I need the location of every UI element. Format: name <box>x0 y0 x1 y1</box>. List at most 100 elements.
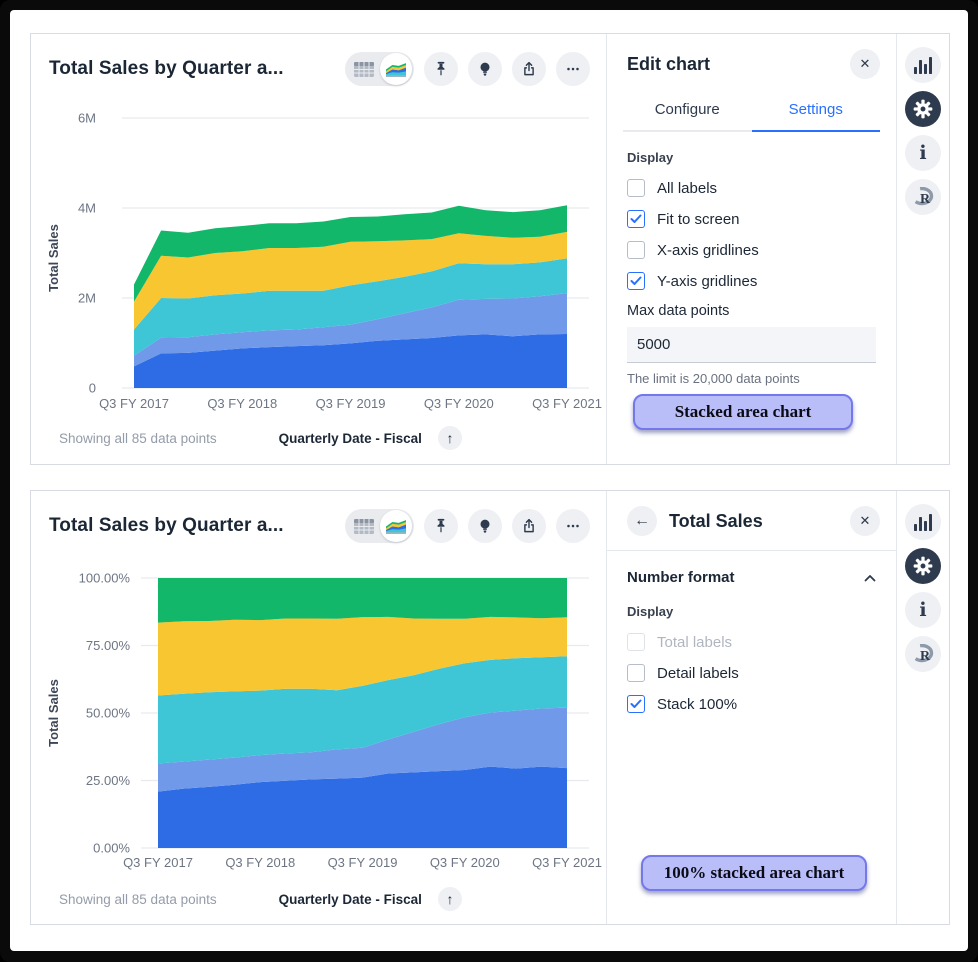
header-divider <box>607 550 896 551</box>
table-icon <box>353 518 374 534</box>
back-button[interactable]: ← <box>627 506 657 536</box>
r-logo-icon: R <box>911 644 934 664</box>
checkbox-label: Fit to screen <box>657 210 740 228</box>
bar-chart-icon <box>914 56 932 74</box>
total-sales-panel: ← Total Sales ✕ Number format Display To… <box>606 491 896 924</box>
x-field-sort-button[interactable]: ↑ <box>437 426 462 450</box>
checkbox-x-axis-gridlines[interactable]: X-axis gridlines <box>627 241 876 259</box>
edit-chart-tabs: Configure Settings <box>623 101 880 132</box>
y-tick-label: 0.00% <box>93 841 130 856</box>
info-button[interactable]: i <box>905 135 941 171</box>
x-field-sort-button[interactable]: ↑ <box>437 887 462 911</box>
checkbox-box <box>627 664 645 682</box>
checkbox-label: Detail labels <box>657 664 739 682</box>
area-band-teal <box>158 656 567 764</box>
checkbox-stack-100[interactable]: Stack 100% <box>627 695 876 713</box>
checkbox-label: Stack 100% <box>657 695 738 713</box>
table-view-button[interactable] <box>347 52 380 86</box>
more-button[interactable] <box>556 509 590 543</box>
total-sales-title: Total Sales <box>669 510 763 531</box>
checkbox-box <box>627 633 645 651</box>
checkbox-label: All labels <box>657 179 718 197</box>
area-chart-view-button[interactable] <box>380 510 412 542</box>
ellipsis-icon <box>567 524 579 528</box>
max-data-points-label: Max data points <box>627 303 730 319</box>
pin-button[interactable] <box>424 52 458 86</box>
y-tick-label: 25.00% <box>86 773 131 788</box>
checkbox-box <box>627 241 645 259</box>
y-tick-label: 75.00% <box>86 638 131 653</box>
x-tick-label: Q3 FY 2017 <box>123 855 193 870</box>
share-button[interactable] <box>512 509 546 543</box>
area-band-teal <box>134 258 567 356</box>
chart-section: Total Sales by Quarter a... <box>31 491 606 924</box>
number-format-body: Display Total labels Detail labels Stack… <box>607 586 896 713</box>
bar-chart-icon <box>914 513 932 531</box>
checkbox-total-labels[interactable]: Total labels <box>627 633 876 651</box>
pin-button[interactable] <box>424 509 458 543</box>
chart-card-stacked: Total Sales by Quarter a... <box>30 33 950 465</box>
settings-gear-button[interactable] <box>905 548 941 584</box>
check-icon <box>630 276 642 285</box>
checkbox-fit-to-screen[interactable]: Fit to screen <box>627 210 876 228</box>
chart-footer: Showing all 85 data points Quarterly Dat… <box>31 426 606 450</box>
x-tick-label: Q3 FY 2021 <box>532 855 602 870</box>
settings-gear-button[interactable] <box>905 91 941 127</box>
chart-section: Total Sales by Quarter a... <box>31 34 606 464</box>
edit-chart-header: Edit chart ✕ <box>607 34 896 79</box>
settings-tab-body: Display All labels Fit to screen X-axis … <box>607 132 896 386</box>
chevron-up-icon <box>864 574 876 581</box>
area-band-yellow <box>134 231 567 330</box>
arrow-left-icon: ← <box>634 512 650 529</box>
chart-type-rail-button[interactable] <box>905 504 941 540</box>
insights-button[interactable] <box>468 52 502 86</box>
tab-configure[interactable]: Configure <box>623 101 752 132</box>
area-chart-view-button[interactable] <box>380 53 412 85</box>
info-button[interactable]: i <box>905 592 941 628</box>
data-points-note: Showing all 85 data points <box>59 430 217 446</box>
close-button[interactable]: ✕ <box>850 506 880 536</box>
ellipsis-icon <box>567 67 579 71</box>
insights-button[interactable] <box>468 509 502 543</box>
checkbox-label: Total labels <box>657 633 733 651</box>
checkbox-y-axis-gridlines[interactable]: Y-axis gridlines <box>627 272 876 290</box>
x-axis-field-label: Quarterly Date - Fiscal <box>278 430 422 446</box>
max-data-points-input[interactable] <box>627 327 876 363</box>
share-icon <box>524 518 534 533</box>
r-notebook-button[interactable]: R <box>905 179 941 215</box>
data-points-note: Showing all 85 data points <box>59 891 217 907</box>
chart-header: Total Sales by Quarter a... <box>31 491 606 545</box>
table-icon <box>353 61 374 77</box>
number-format-title: Number format <box>627 569 735 586</box>
more-button[interactable] <box>556 52 590 86</box>
x-tick-label: Q3 FY 2018 <box>207 396 277 411</box>
table-view-button[interactable] <box>347 509 380 543</box>
header-left: ← Total Sales <box>627 506 763 536</box>
pin-icon <box>437 518 445 533</box>
info-icon: i <box>919 598 927 621</box>
area-band-blue <box>134 334 567 388</box>
lightbulb-icon <box>480 62 490 76</box>
app-canvas: Total Sales by Quarter a... <box>10 10 968 951</box>
area-band-periwinkle <box>158 707 567 792</box>
tab-settings[interactable]: Settings <box>751 101 880 132</box>
number-format-section-header[interactable]: Number format <box>607 551 896 586</box>
close-button[interactable]: ✕ <box>850 49 880 79</box>
checkbox-all-labels[interactable]: All labels <box>627 179 876 197</box>
checkbox-box <box>627 210 645 228</box>
chart-type-rail-button[interactable] <box>905 47 941 83</box>
r-notebook-button[interactable]: R <box>905 636 941 672</box>
chart-card-percent: Total Sales by Quarter a... <box>30 490 950 925</box>
annotation-100-stacked-area-chart: 100% stacked area chart <box>641 855 867 891</box>
gear-icon <box>913 99 933 119</box>
info-icon: i <box>919 141 927 164</box>
arrow-up-icon: ↑ <box>446 891 454 907</box>
gear-icon <box>913 556 933 576</box>
edit-chart-panel: Edit chart ✕ Configure Settings Display … <box>606 34 896 464</box>
checkbox-detail-labels[interactable]: Detail labels <box>627 664 876 682</box>
chart-title: Total Sales by Quarter a... <box>49 515 284 536</box>
svg-text:R: R <box>920 649 931 664</box>
share-button[interactable] <box>512 52 546 86</box>
area-band-yellow <box>158 616 567 696</box>
